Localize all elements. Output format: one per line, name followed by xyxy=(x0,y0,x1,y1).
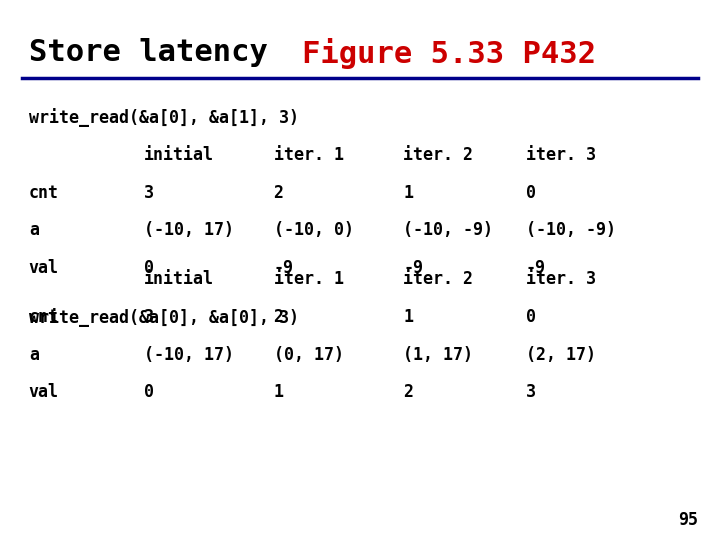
Text: -9: -9 xyxy=(526,259,546,277)
Text: (-10, -9): (-10, -9) xyxy=(526,221,616,239)
Text: 95: 95 xyxy=(678,511,698,529)
Text: val: val xyxy=(29,383,59,401)
Text: Store latency: Store latency xyxy=(29,38,268,67)
Text: write_read(&a[0], &a[1], 3): write_read(&a[0], &a[1], 3) xyxy=(29,108,299,127)
Text: 2: 2 xyxy=(274,184,284,201)
Text: (2, 17): (2, 17) xyxy=(526,346,595,363)
Text: 0: 0 xyxy=(144,259,154,277)
Text: 0: 0 xyxy=(526,308,536,326)
Text: iter. 2: iter. 2 xyxy=(403,146,473,164)
Text: iter. 3: iter. 3 xyxy=(526,146,595,164)
Text: -9: -9 xyxy=(274,259,294,277)
Text: a: a xyxy=(29,346,39,363)
Text: iter. 1: iter. 1 xyxy=(274,270,343,288)
Text: a: a xyxy=(29,221,39,239)
Text: (-10, -9): (-10, -9) xyxy=(403,221,493,239)
Text: (-10, 17): (-10, 17) xyxy=(144,221,234,239)
Text: 1: 1 xyxy=(274,383,284,401)
Text: (-10, 0): (-10, 0) xyxy=(274,221,354,239)
Text: 0: 0 xyxy=(144,383,154,401)
Text: (0, 17): (0, 17) xyxy=(274,346,343,363)
Text: cnt: cnt xyxy=(29,184,59,201)
Text: 2: 2 xyxy=(274,308,284,326)
Text: 1: 1 xyxy=(403,184,413,201)
Text: write_read(&a[0], &a[0], 3): write_read(&a[0], &a[0], 3) xyxy=(29,308,299,327)
Text: iter. 3: iter. 3 xyxy=(526,270,595,288)
Text: 1: 1 xyxy=(403,308,413,326)
Text: (1, 17): (1, 17) xyxy=(403,346,473,363)
Text: initial: initial xyxy=(144,146,214,164)
Text: 3: 3 xyxy=(144,184,154,201)
Text: Figure 5.33 P432: Figure 5.33 P432 xyxy=(302,38,596,69)
Text: val: val xyxy=(29,259,59,277)
Text: 3: 3 xyxy=(526,383,536,401)
Text: 2: 2 xyxy=(403,383,413,401)
Text: 0: 0 xyxy=(526,184,536,201)
Text: (-10, 17): (-10, 17) xyxy=(144,346,234,363)
Text: cnt: cnt xyxy=(29,308,59,326)
Text: iter. 2: iter. 2 xyxy=(403,270,473,288)
Text: iter. 1: iter. 1 xyxy=(274,146,343,164)
Text: 3: 3 xyxy=(144,308,154,326)
Text: -9: -9 xyxy=(403,259,423,277)
Text: initial: initial xyxy=(144,270,214,288)
